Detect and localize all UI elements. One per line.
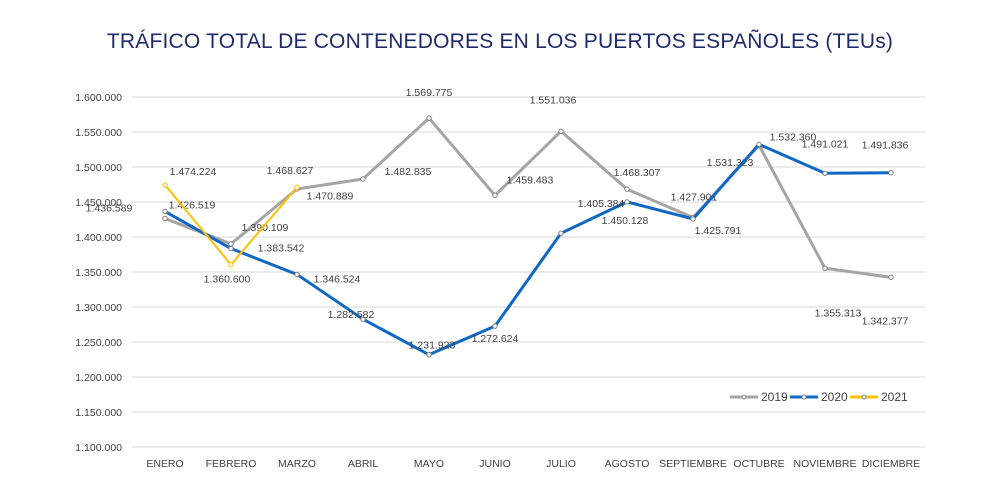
data-point-2019	[228, 241, 234, 247]
data-point-2019	[360, 176, 366, 182]
data-label-2020: 1.272.624	[472, 333, 519, 345]
data-label-2020: 1.405.384	[578, 198, 625, 210]
data-point-2019	[558, 128, 564, 134]
y-tick-label: 1.250.000	[75, 337, 122, 349]
x-tick-label: FEBRERO	[206, 458, 257, 470]
x-tick-label: JUNIO	[479, 458, 511, 470]
data-label-2020: 1.282.582	[328, 309, 375, 321]
data-point-2019	[624, 186, 630, 192]
x-tick-label: ABRIL	[348, 458, 379, 470]
y-tick-label: 1.150.000	[75, 407, 122, 419]
y-tick-label: 1.100.000	[75, 442, 122, 454]
data-label-2021: 1.360.600	[204, 274, 251, 286]
y-tick-label: 1.300.000	[75, 302, 122, 314]
legend-label-2019: 2019	[761, 390, 788, 404]
legend-label-2021: 2021	[881, 390, 908, 404]
data-point-2021	[162, 182, 168, 188]
data-point-2019	[162, 215, 168, 222]
data-point-2020	[624, 199, 630, 205]
y-tick-label: 1.350.000	[75, 267, 122, 279]
data-point-2020	[162, 208, 168, 215]
data-point-2020	[360, 316, 366, 322]
y-tick-label: 1.550.000	[75, 127, 122, 139]
x-tick-label: JULIO	[546, 458, 576, 470]
data-point-2020	[756, 141, 762, 148]
data-label-2019: 1.426.519	[169, 199, 216, 211]
data-point-2019	[426, 115, 432, 121]
legend-label-2020: 2020	[821, 390, 848, 404]
y-tick-label: 1.200.000	[75, 372, 122, 384]
data-label-2019: 1.342.377	[862, 315, 909, 327]
data-point-2020	[558, 230, 564, 236]
data-point-2021	[228, 261, 234, 268]
data-point-2020	[690, 216, 696, 222]
data-label-2020: 1.491.021	[802, 138, 849, 150]
x-tick-label: SEPTIEMBRE	[659, 458, 727, 470]
series-line-2019	[164, 116, 892, 279]
x-tick-label: OCTUBRE	[733, 458, 784, 470]
data-label-2020: 1.491.836	[862, 140, 909, 152]
data-label-2019: 1.569.775	[406, 87, 453, 99]
data-label-2019: 1.468.307	[614, 167, 661, 179]
data-point-2020	[426, 351, 432, 358]
data-point-2020	[228, 245, 234, 252]
x-tick-label: MAYO	[414, 458, 444, 470]
data-label-2020: 1.532.360	[770, 131, 817, 143]
data-label-2020: 1.450.128	[602, 215, 649, 227]
data-label-2020: 1.383.542	[258, 243, 305, 255]
data-point-2019	[492, 192, 498, 199]
data-point-2019	[888, 274, 894, 281]
y-tick-label: 1.600.000	[75, 92, 122, 104]
legend-marker-2020	[801, 394, 807, 400]
data-label-2019: 1.531.323	[707, 157, 754, 169]
x-tick-label: MARZO	[278, 458, 316, 470]
data-point-2019	[822, 265, 828, 271]
data-label-2019: 1.459.483	[507, 174, 554, 186]
x-tick-label: NOVIEMBRE	[793, 458, 856, 470]
data-label-2019: 1.390.109	[242, 222, 289, 234]
data-label-2020: 1.346.524	[314, 273, 361, 285]
data-label-2019: 1.355.313	[815, 307, 862, 319]
chart-title: TRÁFICO TOTAL DE CONTENEDORES EN LOS PUE…	[106, 30, 894, 53]
y-tick-label: 1.450.000	[75, 197, 122, 209]
y-tick-label: 1.500.000	[75, 162, 122, 174]
data-label-2019: 1.482.835	[385, 166, 432, 178]
legend-marker-2021	[861, 394, 867, 400]
data-label-2020: 1.231.923	[409, 340, 456, 352]
data-point-2020	[294, 271, 300, 278]
y-tick-label: 1.400.000	[75, 232, 122, 244]
data-label-2019: 1.551.036	[530, 94, 577, 106]
x-tick-label: DICIEMBRE	[862, 458, 920, 470]
series-line-2020	[164, 142, 892, 357]
data-label-2020: 1.425.791	[695, 225, 742, 237]
data-label-2020: 1.436.589	[86, 202, 133, 214]
data-label-2019: 1.427.901	[671, 191, 718, 203]
data-point-2020	[822, 170, 828, 176]
legend-marker-2019	[741, 394, 747, 400]
x-tick-label: ENERO	[146, 458, 183, 470]
data-point-2020	[492, 323, 498, 329]
data-label-2021: 1.470.889	[307, 190, 354, 202]
data-label-2021: 1.474.224	[170, 166, 217, 178]
x-tick-label: AGOSTO	[605, 458, 650, 470]
data-label-2019: 1.468.627	[267, 165, 314, 177]
data-point-2020	[888, 170, 894, 176]
data-point-2021	[294, 184, 300, 191]
